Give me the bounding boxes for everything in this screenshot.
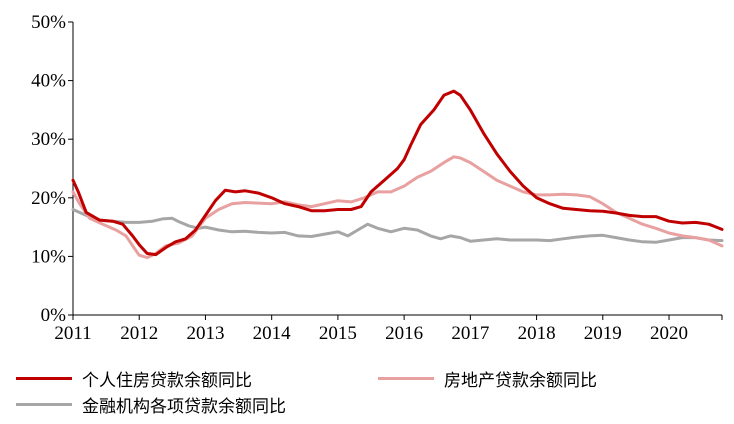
y-tick-label: 40%	[31, 71, 66, 92]
x-tick-label: 2014	[253, 323, 292, 344]
legend-item-real-estate: 房地产贷款余额同比	[378, 366, 597, 391]
legend-swatch-real-estate	[378, 377, 434, 380]
x-tick-label: 2011	[54, 323, 91, 344]
legend-item-personal-mortgage: 个人住房贷款余额同比	[16, 366, 252, 391]
x-tick-label: 2013	[186, 323, 224, 344]
x-tick-label: 2017	[451, 323, 489, 344]
y-tick-label: 30%	[31, 129, 66, 150]
series-line-2	[71, 208, 724, 244]
x-tick-label: 2019	[584, 323, 622, 344]
legend-swatch-personal-mortgage	[16, 377, 72, 380]
x-tick-label: 2018	[518, 323, 556, 344]
x-tick-label: 2012	[120, 323, 158, 344]
x-tick-label: 2020	[650, 323, 688, 344]
legend-swatch-total-loans	[16, 403, 72, 406]
y-tick-label: 20%	[31, 188, 66, 209]
legend-label-personal-mortgage: 个人住房贷款余额同比	[82, 371, 252, 391]
y-tick-label: 50%	[31, 12, 66, 33]
y-tick-label: 0%	[41, 305, 67, 326]
legend-label-total-loans: 金融机构各项贷款余额同比	[82, 397, 286, 417]
y-axis: 0% 10% 20% 30% 40% 50%	[31, 12, 74, 326]
legend-label-real-estate: 房地产贷款余额同比	[444, 371, 597, 391]
y-tick-label: 10%	[31, 246, 66, 267]
x-axis: 2011 2012 2013 2014 2015 2016 2017 2018 2019 2020	[54, 314, 723, 344]
series-lines	[71, 89, 724, 260]
x-tick-label: 2015	[319, 323, 357, 344]
x-tick-label: 2016	[385, 323, 423, 344]
series-line-0	[71, 89, 724, 257]
legend-item-total-loans: 金融机构各项贷款余额同比	[16, 392, 286, 417]
